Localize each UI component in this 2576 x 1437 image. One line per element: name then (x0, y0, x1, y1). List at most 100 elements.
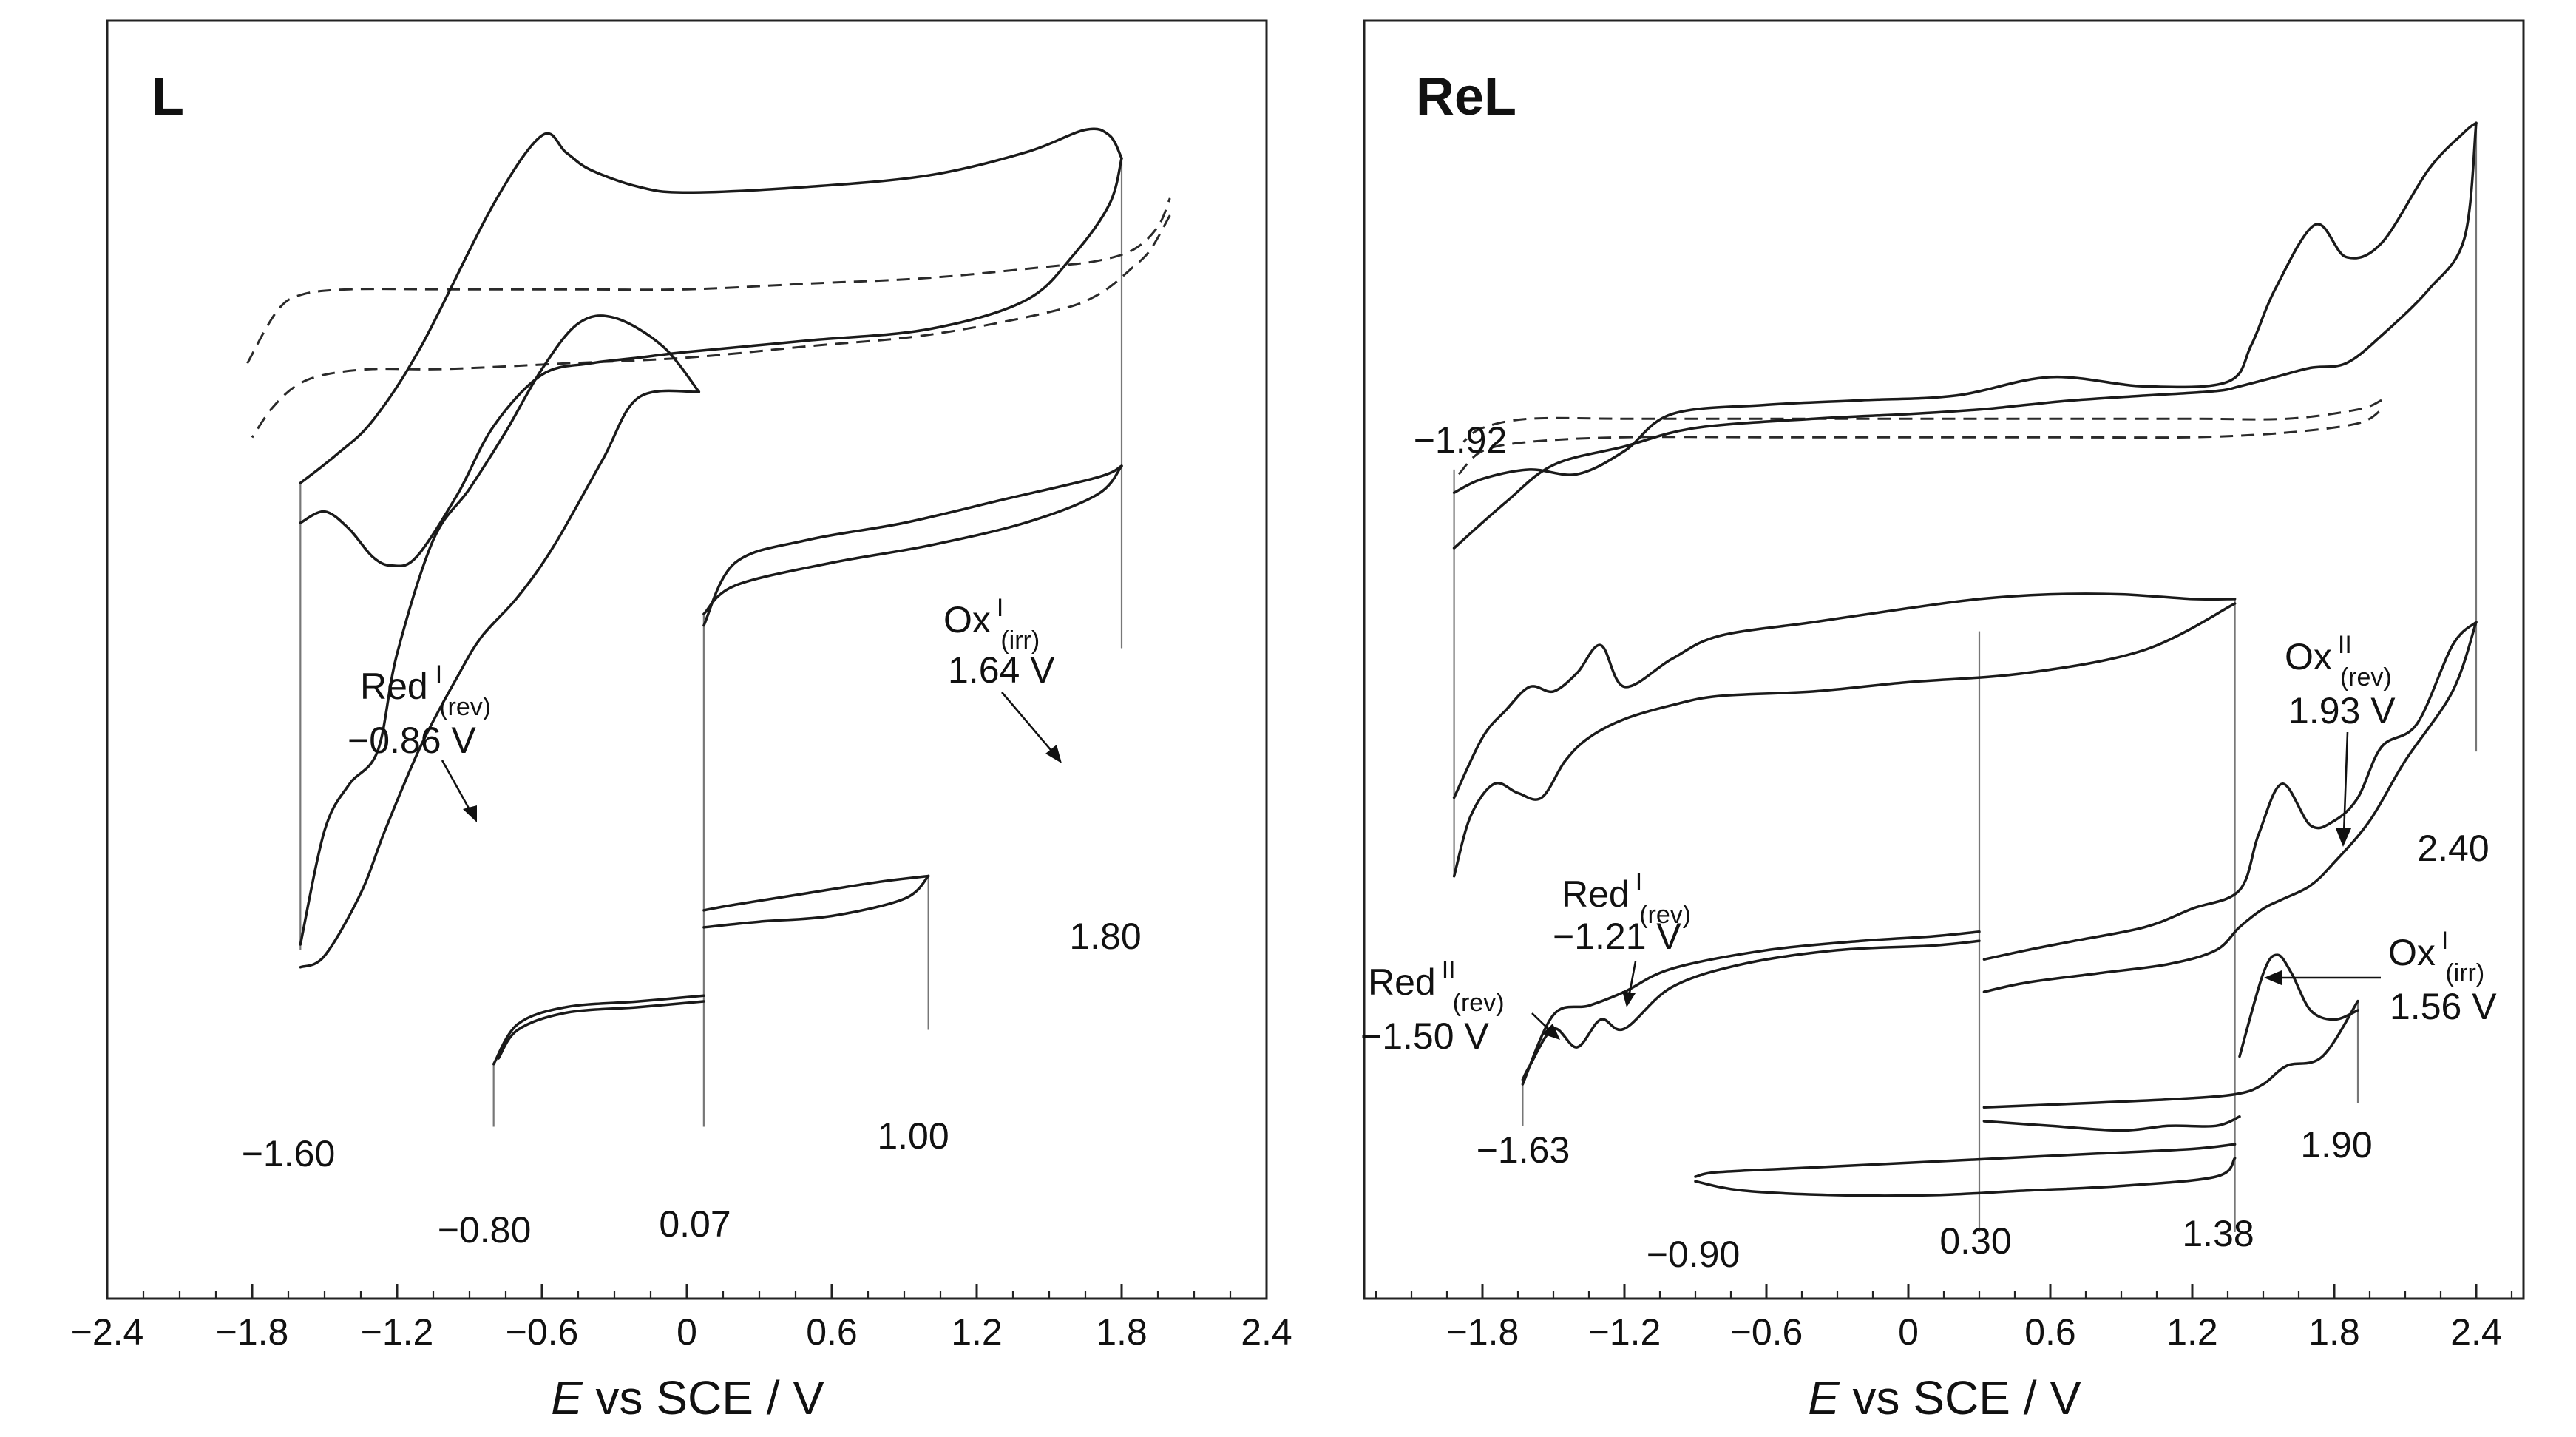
r-annotation-red2: Red II (rev) −1.50 V (1360, 956, 1560, 1057)
r-ox2-arrow-head (2336, 828, 2351, 847)
r-tick-label-4: 0.6 (2024, 1311, 2076, 1353)
r-tick-label-6: 1.8 (2308, 1311, 2360, 1353)
r-label-minus-0.90: −0.90 (1647, 1234, 1741, 1275)
l-label-minus-0.80: −0.80 (438, 1209, 532, 1251)
r-red2-main: Red (1368, 961, 1436, 1003)
l-tick-label-4: 0 (677, 1311, 697, 1353)
panel-rel-x-ticks: −1.8 −1.2 −0.6 0 0.6 1.2 1.8 2.4 (1375, 1284, 2513, 1353)
r-annotation-ox2: Ox II (rev) 1.93 V (2285, 631, 2396, 847)
l-tick-label-0: −2.4 (71, 1311, 144, 1353)
r-ox1-value: 1.56 V (2390, 986, 2497, 1027)
l-ox1-arrow-head (1045, 745, 1062, 763)
r-ox1-sub: (irr) (2445, 959, 2484, 987)
r-annotation-red1: Red I (rev) −1.21 V (1553, 868, 1691, 1007)
r-cv-curve-10 (1694, 1143, 2237, 1178)
svg-text:OxI(irr): Ox I (irr) (2388, 927, 2484, 987)
r-annotation-ox1: Ox I (irr) 1.56 V (2264, 927, 2497, 1027)
l-cv-curve-3 (299, 127, 1123, 484)
panel-l-curves (246, 127, 1171, 1066)
r-cv-curve-3 (1452, 121, 2478, 494)
l-ox1-main: Ox (943, 599, 991, 640)
l-tick-label-1: −1.8 (216, 1311, 289, 1353)
r-cv-curve-4 (1452, 602, 2237, 878)
r-red1-arrow (1627, 961, 1637, 998)
r-label-1.90: 1.90 (2300, 1124, 2372, 1166)
panel-l-guide-lines (299, 158, 1123, 1127)
panel-rel-x-axis-label-italic: E (1808, 1371, 1840, 1424)
r-ox2-value: 1.93 V (2288, 690, 2396, 731)
l-label-1.80: 1.80 (1069, 916, 1141, 957)
panel-l-x-ticks: −2.4 −1.8 −1.2 −0.6 0 0.6 1.2 1.8 2.4 (71, 1284, 1292, 1353)
r-cv-curve-8 (1521, 930, 1981, 1086)
panel-rel-x-axis-label: E vs SCE / V (1808, 1371, 2081, 1424)
panel-rel-title: ReL (1416, 67, 1516, 126)
l-cv-curve-5 (299, 314, 701, 946)
l-cv-curve-8 (492, 994, 705, 1066)
r-red2-sup: II (1442, 956, 1456, 984)
r-label-1.38: 1.38 (2182, 1213, 2254, 1254)
r-cv-curve-2 (1452, 121, 2478, 550)
r-cv-curve-0 (1457, 408, 2382, 476)
l-red1-main: Red (360, 666, 428, 707)
l-tick-label-3: −0.6 (506, 1311, 579, 1353)
r-red1-value: −1.21 V (1553, 916, 1681, 957)
r-red1-sub: (rev) (1639, 901, 1691, 929)
l-cv-curve-10 (702, 874, 930, 929)
l-red1-sup: I (435, 660, 442, 689)
l-red1-value: −0.86 V (348, 720, 476, 761)
r-ox1-arrow-head (2264, 970, 2282, 985)
r-label-minus-1.92: −1.92 (1414, 419, 1508, 461)
panel-l-x-axis-label-rest: vs SCE / V (583, 1371, 825, 1424)
r-red1-main: Red (1562, 873, 1630, 915)
l-ox1-arrow (1001, 692, 1057, 757)
r-tick-label-7: 2.4 (2450, 1311, 2502, 1353)
l-red1-sub: (rev) (439, 693, 491, 721)
r-cv-curve-1 (1462, 399, 2382, 443)
l-label-minus-1.60: −1.60 (242, 1133, 336, 1174)
l-annotation-ox1: Ox I (irr) 1.64 V (943, 594, 1062, 763)
panel-l-x-axis-label-italic: E (551, 1371, 583, 1424)
r-cv-curve-7 (1982, 621, 2478, 961)
l-label-1.00: 1.00 (877, 1115, 949, 1157)
r-tick-label-3: 0 (1898, 1311, 1919, 1353)
r-label-minus-1.63: −1.63 (1477, 1129, 1570, 1171)
l-tick-label-2: −1.2 (361, 1311, 434, 1353)
r-ox2-sup: II (2338, 631, 2352, 659)
l-cv-curve-1 (251, 214, 1171, 439)
panel-rel-x-axis-label-rest: vs SCE / V (1840, 1371, 2082, 1424)
l-ox1-sub: (irr) (1000, 626, 1040, 655)
l-cv-curve-9 (497, 1000, 705, 1060)
panel-l-x-axis-label: E vs SCE / V (551, 1371, 824, 1424)
r-cv-curve-6 (1982, 621, 2478, 993)
l-tick-label-8: 2.4 (1241, 1311, 1292, 1353)
r-cv-curve-9 (1521, 939, 1981, 1081)
r-tick-label-5: 1.2 (2166, 1311, 2218, 1353)
panel-l: L −2.4 −1.8 −1.2 −0.6 0 0.6 1.2 1.8 2.4 −1.60 1.… (71, 19, 1292, 1424)
r-label-0.30: 0.30 (1939, 1220, 2011, 1262)
r-red2-sub: (rev) (1453, 989, 1505, 1017)
panel-rel-curves (1452, 121, 2478, 1197)
panel-rel: ReL −1.8 −1.2 −0.6 0 0.6 1.2 1.8 2.4 −1.92 2.40… (1360, 19, 2525, 1424)
l-red1-arrow-head (463, 805, 477, 822)
l-annotation-red1: Red I (rev) −0.86 V (348, 660, 491, 822)
r-ox2-main: Ox (2285, 636, 2332, 677)
r-red1-arrow-head (1622, 991, 1636, 1007)
l-label-0.07: 0.07 (659, 1203, 731, 1245)
r-ox1-main: Ox (2388, 932, 2436, 973)
r-ox2-sub: (rev) (2340, 663, 2392, 692)
r-red2-arrow-head (1542, 1024, 1560, 1040)
l-cv-curve-4 (299, 389, 701, 969)
r-tick-label-2: −0.6 (1730, 1311, 1803, 1353)
l-cv-curve-11 (702, 874, 930, 912)
panel-l-frame (106, 19, 1268, 1300)
l-tick-label-7: 1.8 (1096, 1311, 1148, 1353)
r-cv-curve-14 (1982, 1115, 2241, 1132)
r-cv-curve-13 (1982, 999, 2359, 1109)
r-tick-label-1: −1.2 (1588, 1311, 1661, 1353)
l-cv-curve-0 (246, 197, 1171, 365)
